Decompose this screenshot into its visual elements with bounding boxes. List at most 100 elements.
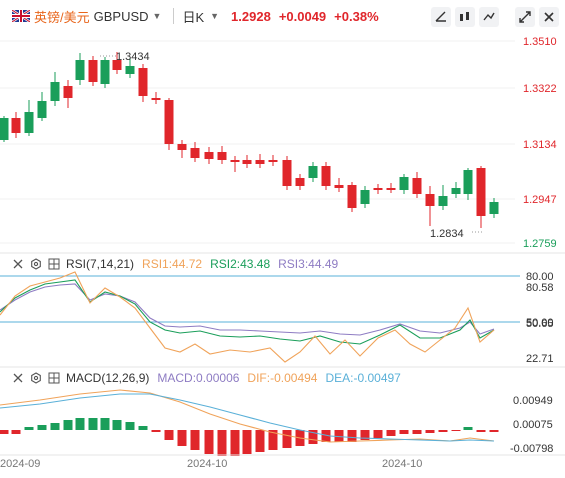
rsi-name: RSI(7,14,21) — [66, 257, 135, 271]
rsi2-value: RSI2:43.48 — [210, 257, 271, 271]
low-annotation: 1.2834 — [430, 228, 464, 240]
macd-bar — [360, 430, 370, 440]
rsi1-value: RSI1:44.72 — [142, 257, 203, 271]
macd-bar — [177, 430, 187, 446]
candle-body — [438, 196, 448, 206]
last-price: 1.2928 — [231, 8, 271, 24]
candle-body — [360, 190, 370, 204]
dea-value: DEA:-0.00497 — [325, 371, 401, 385]
macd-bar — [255, 430, 265, 452]
macd-bar — [24, 427, 34, 430]
candle-body — [334, 185, 344, 188]
macd-bar — [399, 430, 409, 434]
macd-bar — [112, 420, 122, 430]
candle-body — [100, 60, 110, 84]
chevron-down-icon[interactable]: ▼ — [152, 11, 162, 21]
price-tick: 1.3510 — [523, 36, 557, 48]
close-icon[interactable] — [12, 372, 24, 384]
macd-bar — [321, 430, 331, 442]
macd-bar — [476, 430, 486, 432]
candle-body — [476, 168, 486, 216]
macd-bar — [88, 418, 98, 430]
candle-body — [463, 170, 473, 194]
macd-axis: 0.00949 0.00075 -0.00798 — [510, 395, 553, 455]
macd-legend: MACD(12,26,9) MACD:0.00006 DIF:-0.00494 … — [0, 369, 401, 387]
grid-icon[interactable] — [48, 258, 60, 270]
candle-body — [489, 202, 499, 214]
macd-bar — [438, 430, 448, 432]
candle-body — [425, 194, 435, 206]
candle-body — [125, 66, 135, 74]
candle-body — [11, 118, 21, 133]
macd-bar — [308, 430, 318, 444]
price-tick: 1.3322 — [523, 83, 557, 95]
timeframe-select[interactable]: 日K — [182, 9, 205, 25]
candle-body — [190, 148, 200, 158]
settings-icon[interactable] — [30, 372, 42, 384]
macd-bar — [373, 430, 383, 438]
candle-body — [88, 60, 98, 82]
candle-body — [268, 160, 278, 162]
macd-bar — [463, 427, 473, 430]
candle-body — [308, 166, 318, 178]
candle-body — [386, 188, 396, 190]
rsi-tick: 80.00 — [526, 271, 554, 283]
rsi3-line — [0, 283, 495, 336]
candle-body — [399, 177, 409, 190]
dif-line — [0, 389, 495, 443]
pair-label[interactable]: 英镑/美元 — [34, 9, 90, 25]
macd-bar — [268, 430, 278, 450]
macd-bar — [151, 430, 161, 432]
rsi-legend: RSI(7,14,21) RSI1:44.72 RSI2:43.48 RSI3:… — [0, 255, 338, 273]
candle-body — [451, 188, 461, 194]
candlesticks — [0, 52, 499, 233]
rsi-tick: 80.58 — [526, 282, 554, 294]
macd-bar — [489, 430, 499, 432]
rsi-tick: 50.65 — [526, 318, 554, 330]
macd-bar — [11, 430, 21, 434]
candle-body — [217, 152, 227, 160]
macd-bar — [50, 423, 60, 430]
candle-body — [373, 188, 383, 190]
settings-icon[interactable] — [30, 258, 42, 270]
draw-tool-icon[interactable] — [431, 7, 451, 27]
candle-body — [242, 160, 252, 164]
candle-body — [151, 98, 161, 100]
candle-body — [37, 101, 47, 118]
candle-body — [282, 160, 292, 186]
rsi-tick: 50.00 — [526, 317, 554, 329]
chart-type-icon[interactable] — [455, 7, 475, 27]
chevron-down-icon[interactable]: ▼ — [210, 11, 220, 21]
high-annotation: 1.3434 — [116, 51, 150, 63]
candle-body — [0, 118, 9, 140]
candle-body — [63, 86, 73, 98]
macd-bar — [412, 430, 422, 434]
candle-body — [321, 166, 331, 186]
candle-body — [50, 82, 60, 101]
indicator-icon[interactable] — [479, 7, 499, 27]
candle-body — [230, 160, 240, 162]
price-change-pct: +0.38% — [334, 8, 379, 24]
macd-histogram — [0, 389, 499, 456]
macd-bar — [334, 430, 344, 442]
macd-bar — [386, 430, 396, 436]
rsi-axis: 80.00 80.58 50.00 50.65 22.71 — [526, 271, 554, 365]
close-icon[interactable] — [539, 7, 559, 27]
fullscreen-icon[interactable] — [515, 7, 535, 27]
candle-body — [138, 68, 148, 96]
price-tick: 1.2759 — [523, 238, 557, 250]
candle-body — [164, 100, 174, 144]
close-icon[interactable] — [12, 258, 24, 270]
candle-body — [177, 144, 187, 150]
grid-icon[interactable] — [48, 372, 60, 384]
macd-bar — [164, 430, 174, 440]
macd-name: MACD(12,26,9) — [66, 371, 150, 385]
macd-bar — [138, 426, 148, 430]
macd-bar — [451, 430, 461, 431]
candle-body — [24, 112, 34, 133]
macd-bar — [217, 430, 227, 456]
chart-header: 英镑/美元 GBPUSD ▼ 日K ▼ 1.2928 +0.0049 +0.38… — [0, 0, 565, 32]
ticker-symbol[interactable]: GBPUSD — [93, 8, 149, 24]
toolbar — [431, 7, 559, 27]
